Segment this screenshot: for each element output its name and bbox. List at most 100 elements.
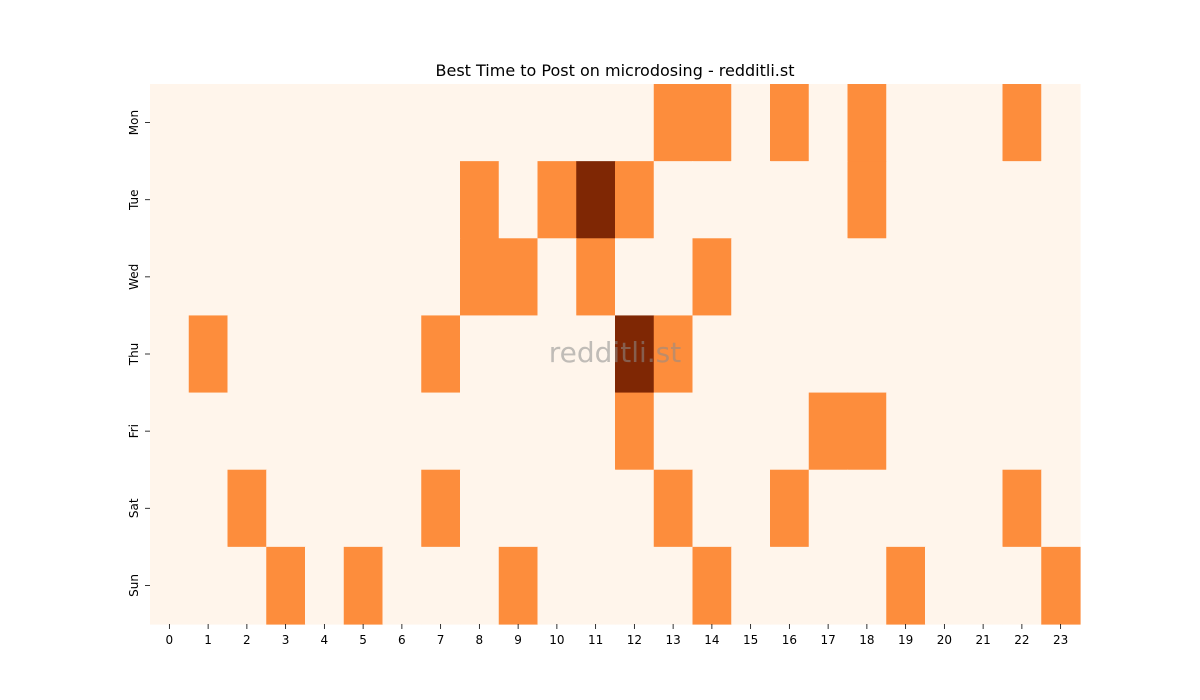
heatmap-cell-fri-19 [886,392,926,471]
heatmap-cell-wed-21 [963,238,1004,317]
heatmap-cell-mon-11 [576,84,616,162]
heatmap-cell-sat-9 [498,469,539,548]
heatmap-cell-wed-15 [731,238,771,317]
heatmap-cell-sat-13 [653,469,694,548]
heatmap-cell-fri-17 [808,392,849,471]
heatmap-cell-fri-6 [382,392,422,471]
heatmap-cell-mon-22 [1002,84,1042,162]
heatmap-cell-wed-7 [421,238,461,317]
heatmap-cell-sun-12 [615,546,655,625]
heatmap-cell-fri-3 [266,392,306,471]
heatmap-cell-fri-10 [537,392,577,471]
chart-title: Best Time to Post on microdosing - reddi… [436,61,795,80]
heatmap-cell-tue-21 [963,161,1004,239]
heatmap-cell-fri-16 [770,392,810,471]
heatmap-cell-sat-19 [886,469,926,548]
heatmap-cell-thu-10 [537,315,577,394]
heatmap-cell-mon-12 [615,84,655,162]
x-tick-label: 2 [243,633,251,647]
heatmap-cell-wed-17 [808,238,849,317]
heatmap-cell-thu-13 [653,315,694,394]
heatmap-cell-mon-7 [421,84,461,162]
heatmap-cell-sun-23 [1041,546,1081,625]
heatmap-cell-tue-18 [847,161,887,239]
heatmap-cell-tue-14 [692,161,732,239]
heatmap-cell-tue-11 [576,161,616,239]
heatmap-cell-wed-13 [653,238,694,317]
heatmap-cell-sat-17 [808,469,849,548]
heatmap-cell-wed-19 [886,238,926,317]
heatmap-cell-thu-21 [963,315,1004,394]
heatmap-cell-tue-0 [150,161,190,239]
heatmap-cell-fri-9 [498,392,539,471]
heatmap-cell-sun-11 [576,546,616,625]
heatmap-cell-sun-10 [537,546,577,625]
heatmap-cell-sat-0 [150,469,190,548]
heatmap-cell-fri-5 [343,392,384,471]
y-tick-label: Thu [127,343,141,367]
heatmap-cell-thu-1 [188,315,229,394]
heatmap-cell-sun-18 [847,546,887,625]
heatmap-cell-fri-23 [1041,392,1081,471]
x-tick-label: 4 [321,633,329,647]
heatmap-cell-wed-0 [150,238,190,317]
x-tick-label: 1 [204,633,212,647]
heatmap-cell-sat-5 [343,469,384,548]
heatmap-cell-fri-18 [847,392,887,471]
heatmap-cell-mon-21 [963,84,1004,162]
heatmap-cell-fri-11 [576,392,616,471]
heatmap-cell-mon-20 [925,84,965,162]
x-tick-label: 10 [549,633,564,647]
heatmap-cell-sun-22 [1002,546,1042,625]
heatmap-cell-sat-10 [537,469,577,548]
x-tick-label: 20 [937,633,952,647]
x-tick-label: 15 [743,633,758,647]
heatmap-cell-tue-6 [382,161,422,239]
x-tick-label: 5 [359,633,367,647]
heatmap-cell-sun-17 [808,546,849,625]
heatmap-cell-tue-15 [731,161,771,239]
heatmap-cell-thu-15 [731,315,771,394]
heatmap-cell-fri-15 [731,392,771,471]
heatmap-cell-fri-13 [653,392,694,471]
heatmap-cell-sat-15 [731,469,771,548]
heatmap-cell-mon-18 [847,84,887,162]
x-tick-label: 18 [859,633,874,647]
watermark: redditli.st [549,336,681,369]
heatmap-cell-fri-1 [188,392,229,471]
heatmap-cell-thu-4 [305,315,345,394]
heatmap-cell-thu-20 [925,315,965,394]
heatmap-cell-sat-18 [847,469,887,548]
heatmap-cell-wed-12 [615,238,655,317]
heatmap-cell-wed-6 [382,238,422,317]
heatmap-cell-mon-1 [188,84,229,162]
heatmap-cell-fri-8 [460,392,500,471]
heatmap-cell-mon-23 [1041,84,1081,162]
heatmap-cell-tue-5 [343,161,384,239]
heatmap-cell-wed-18 [847,238,887,317]
heatmap-cell-thu-22 [1002,315,1042,394]
x-tick-label: 19 [898,633,913,647]
heatmap-cell-sat-1 [188,469,229,548]
heatmap-cell-sun-13 [653,546,694,625]
heatmap-cell-thu-5 [343,315,384,394]
heatmap-cell-sun-4 [305,546,345,625]
heatmap-cell-tue-3 [266,161,306,239]
heatmap-cell-tue-4 [305,161,345,239]
heatmap-cell-sun-20 [925,546,965,625]
heatmap-cell-tue-20 [925,161,965,239]
heatmap-cell-wed-8 [460,238,500,317]
heatmap-cell-fri-22 [1002,392,1042,471]
heatmap-cells [150,84,1081,625]
heatmap-cell-mon-6 [382,84,422,162]
x-tick-label: 12 [627,633,642,647]
heatmap-cell-sun-14 [692,546,732,625]
heatmap-cell-fri-7 [421,392,461,471]
y-tick-label: Sat [127,498,141,518]
heatmap-cell-mon-3 [266,84,306,162]
heatmap-cell-mon-14 [692,84,732,162]
heatmap-cell-mon-5 [343,84,384,162]
heatmap-cell-wed-14 [692,238,732,317]
heatmap-cell-sat-6 [382,469,422,548]
y-axis: Mon Tue Wed Thu Fri Sat Sun [127,110,150,597]
